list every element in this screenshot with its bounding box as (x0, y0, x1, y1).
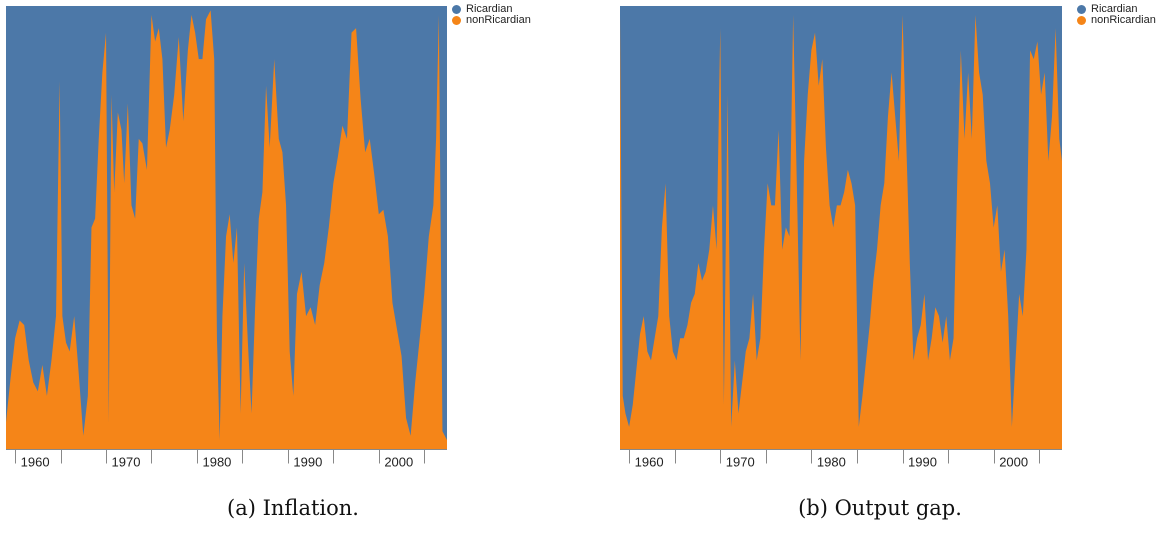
legend-swatch-ricardian (1077, 5, 1086, 14)
legend-item-ricardian: Ricardian (1077, 4, 1156, 15)
x-tick-label: 1980 (202, 455, 231, 470)
x-tick-label: 1970 (112, 455, 141, 470)
area-nonricardian (6, 10, 447, 450)
x-tick-label: 1970 (726, 455, 755, 470)
x-tick-label: 1960 (21, 455, 50, 470)
x-tick-label: 1990 (908, 455, 937, 470)
legend: Ricardian nonRicardian (1077, 4, 1156, 26)
legend-swatch-ricardian (452, 5, 461, 14)
legend-label-nonricardian: nonRicardian (466, 14, 531, 26)
caption-inflation: (a) Inflation. (227, 496, 359, 520)
legend-label-ricardian: Ricardian (466, 3, 513, 15)
x-tick-label: 1980 (817, 455, 846, 470)
chart-panel-inflation: 1960 1970 1980 1990 2000 Ricardian nonRicard… (0, 0, 586, 534)
x-tick-label: 1960 (635, 455, 664, 470)
x-tick-label: 2000 (999, 455, 1028, 470)
legend-swatch-nonricardian (452, 16, 461, 25)
legend: Ricardian nonRicardian (452, 4, 531, 26)
area-nonricardian (620, 14, 1062, 450)
legend-label-nonricardian: nonRicardian (1091, 14, 1156, 26)
legend-label-ricardian: Ricardian (1091, 3, 1138, 15)
output-gap-chart: 1960 1970 1980 1990 2000 (620, 6, 1062, 470)
legend-item-nonricardian: nonRicardian (1077, 15, 1156, 26)
legend-swatch-nonricardian (1077, 16, 1086, 25)
caption-output-gap: (b) Output gap. (798, 496, 962, 520)
x-tick-label: 1990 (293, 455, 322, 470)
legend-item-nonricardian: nonRicardian (452, 15, 531, 26)
chart-panel-output-gap: 1960 1970 1980 1990 2000 Ricardian nonRicard… (587, 0, 1173, 534)
legend-item-ricardian: Ricardian (452, 4, 531, 15)
x-tick-label: 2000 (384, 455, 413, 470)
inflation-chart: 1960 1970 1980 1990 2000 (6, 6, 447, 470)
